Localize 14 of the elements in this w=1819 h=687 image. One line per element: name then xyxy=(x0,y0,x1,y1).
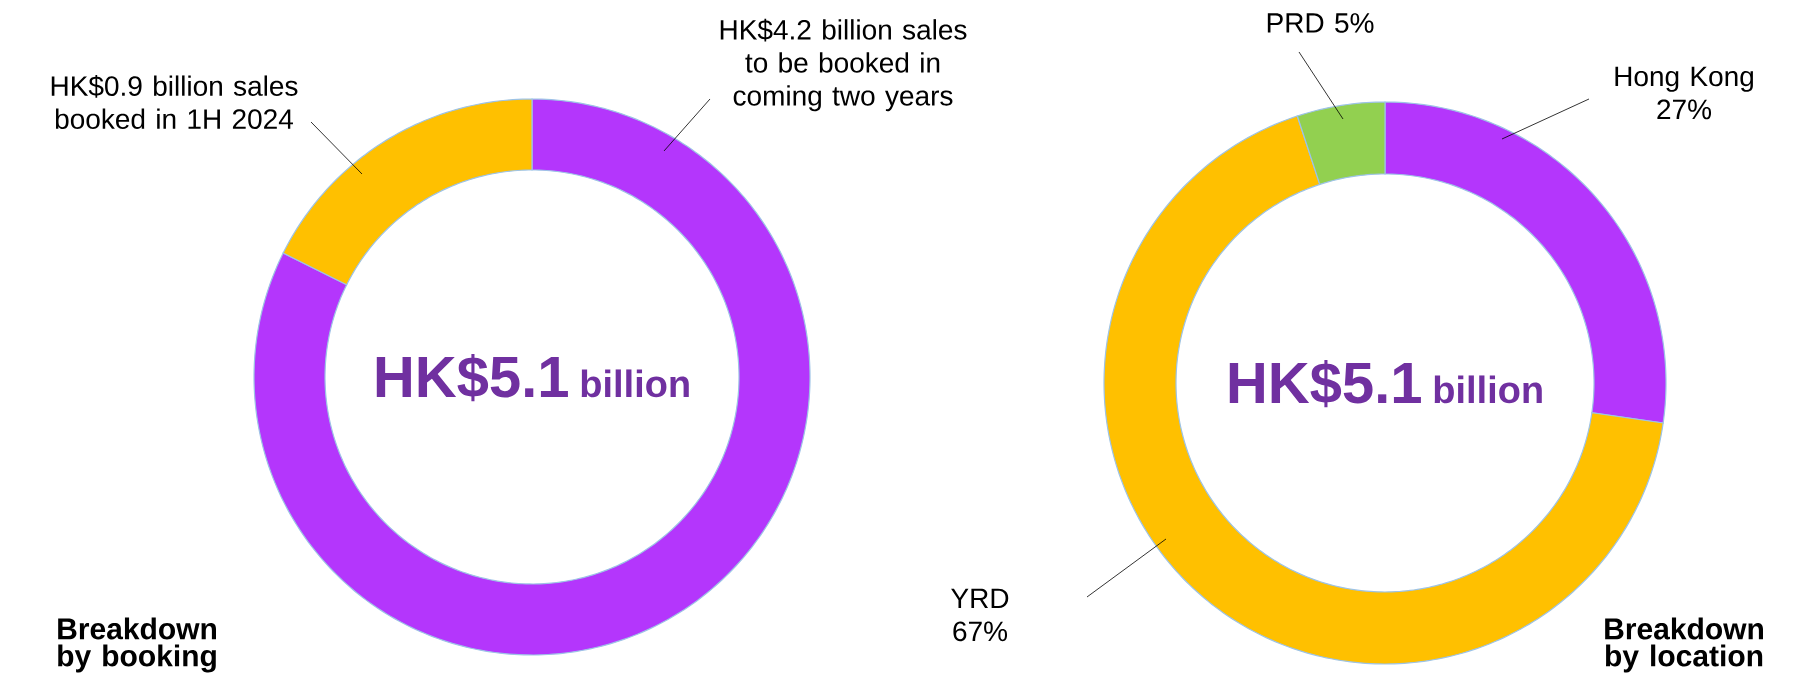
slice-label: HK$0.9 billion sales booked in 1H 2024 xyxy=(51,75,298,129)
data-label: 67% xyxy=(953,621,1008,642)
slice-label: YRD xyxy=(951,588,1009,608)
text: Breakdown by booking xyxy=(58,617,216,673)
text: Breakdown by location xyxy=(1605,617,1763,673)
slice-label: HK$4.2 billion sales to be booked in coming two years xyxy=(720,18,967,112)
text: billion xyxy=(1434,375,1542,404)
data-label: 27% xyxy=(1657,99,1712,120)
slice-label: PRD xyxy=(1267,13,1324,33)
text: HK$5.1 xyxy=(1229,359,1421,408)
data-label: 5% xyxy=(1335,13,1374,33)
text: HK$5.1 xyxy=(376,353,568,402)
text: billion xyxy=(581,369,689,398)
slice-label: Hong Kong xyxy=(1615,66,1753,92)
